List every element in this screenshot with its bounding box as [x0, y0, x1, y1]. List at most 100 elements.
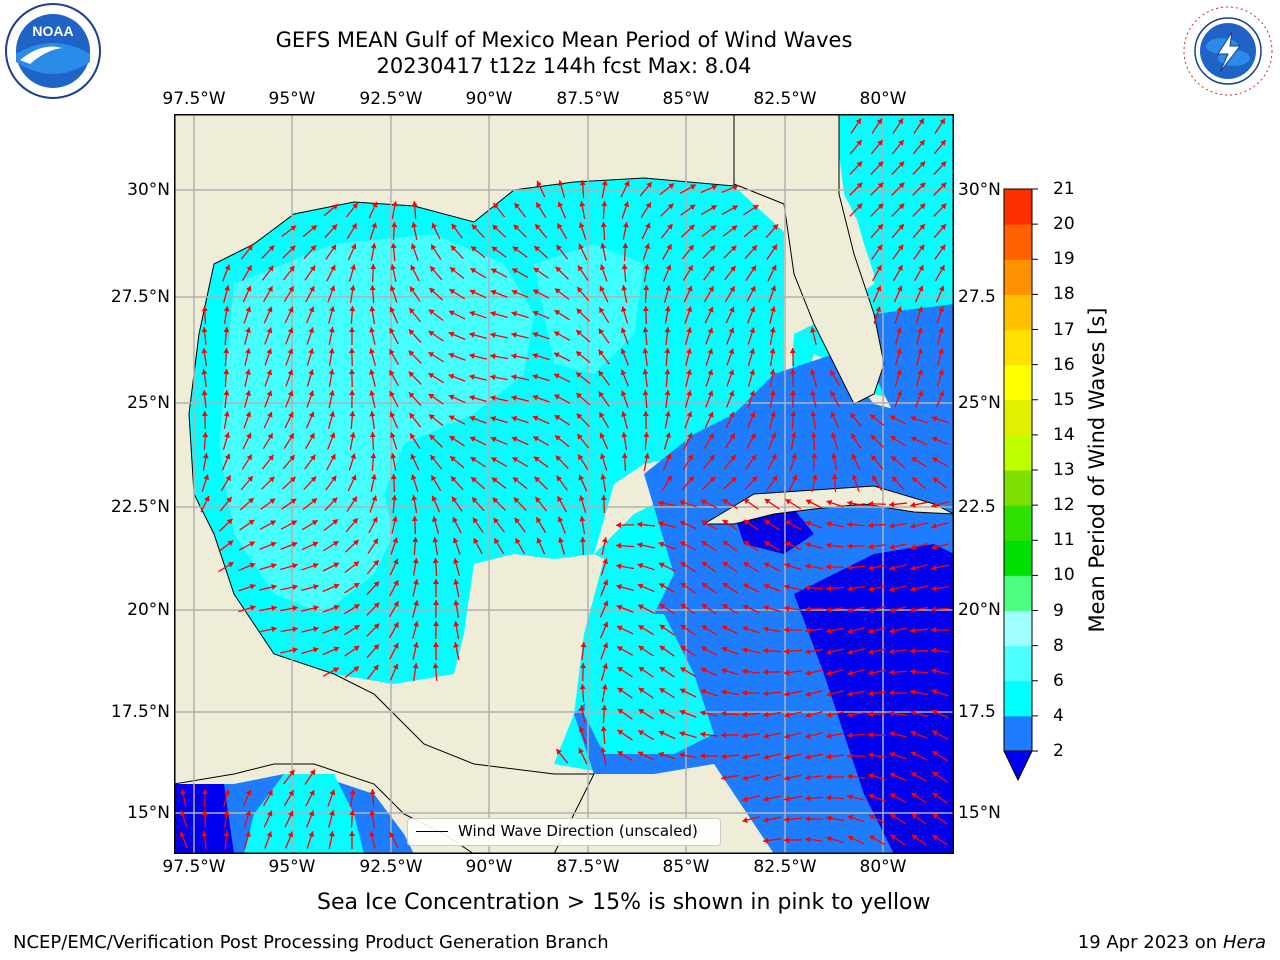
wave-arrow-head: [328, 831, 335, 837]
wave-arrow-head: [373, 602, 380, 609]
wave-arrow-head: [226, 496, 232, 503]
wave-arrow-head: [910, 606, 916, 613]
wave-arrow-head: [579, 180, 586, 186]
wave-arrow-head: [287, 369, 294, 376]
wave-arrow-head: [576, 413, 583, 420]
wave-arrow-head: [370, 243, 377, 249]
wave-arrow-head: [533, 436, 539, 442]
wave-arrow-head: [638, 604, 644, 610]
wave-arrow-head: [513, 497, 520, 504]
wave-arrow-head: [580, 663, 587, 669]
wave-arrow-head: [201, 411, 208, 417]
wave-arrow-head: [856, 161, 863, 168]
wave-arrow-head: [659, 583, 666, 589]
wave-arrow-head: [805, 774, 811, 781]
wave-arrow-head: [602, 600, 609, 607]
wave-arrow-head: [742, 647, 748, 654]
wave-arrow-head: [910, 730, 917, 737]
wave-arrow-head: [826, 563, 832, 570]
wave-arrow-head: [620, 306, 627, 313]
wave-arrow-head: [785, 520, 791, 526]
wave-arrow-head: [410, 453, 416, 460]
wave-arrow-head: [492, 497, 499, 504]
wave-arrow-head: [491, 246, 498, 253]
wave-arrow-head: [576, 308, 583, 315]
wave-arrow-head: [889, 415, 896, 421]
wave-arrow-head: [910, 668, 916, 675]
wave-arrow-head: [642, 369, 649, 375]
wave-arrow-head: [810, 411, 817, 417]
wave-arrow-head: [896, 348, 902, 354]
wave-arrow-head: [621, 432, 628, 438]
wave-arrow-head: [410, 286, 416, 293]
wave-arrow-head: [600, 222, 607, 228]
wave-arrow-head: [372, 516, 378, 523]
wave-arrow-head: [732, 184, 739, 191]
wave-arrow-head: [245, 831, 251, 837]
wave-arrow-head: [309, 769, 316, 776]
wave-arrow-head: [391, 495, 398, 501]
wave-arrow-head: [372, 201, 378, 208]
wave-arrow-head: [536, 517, 542, 524]
wave-arrow-head: [932, 813, 939, 820]
wave-arrow-head: [271, 605, 277, 612]
wave-arrow-head: [721, 753, 727, 760]
wave-arrow-head: [752, 225, 758, 231]
wave-arrow-head: [369, 369, 375, 375]
wave-arrow-head: [311, 225, 317, 231]
wave-arrow-head: [490, 311, 496, 317]
wave-arrow-head: [349, 411, 356, 417]
colorbar-label: 19: [1053, 249, 1075, 270]
wave-arrow-head: [223, 810, 230, 816]
gulf-water-light: [219, 234, 534, 614]
wave-arrow-head: [664, 348, 671, 354]
wave-arrow-head: [847, 628, 853, 634]
lon-tick-top: 85°W: [662, 89, 710, 109]
wave-arrow-head: [430, 266, 436, 272]
wave-arrow-head: [453, 642, 460, 648]
wave-arrow-head: [532, 331, 539, 338]
wave-arrow-head: [710, 225, 717, 231]
wave-arrow-head: [203, 474, 210, 481]
wave-arrow-head: [730, 476, 737, 483]
wave-arrow-head: [599, 285, 605, 292]
wave-arrow-head: [805, 520, 812, 527]
wave-arrow-head: [448, 373, 455, 380]
wave-arrow-head: [889, 586, 895, 592]
wave-arrow-head: [667, 203, 674, 210]
wave-arrow-head: [532, 310, 539, 317]
caribbean-cyan-patch: [584, 614, 714, 754]
wave-arrow-head: [373, 644, 380, 651]
wave-arrow-head: [742, 753, 748, 760]
wave-arrow-head: [223, 411, 230, 417]
gulf-map: [174, 114, 954, 854]
wave-arrow-head: [701, 541, 708, 547]
map-legend: Wind Wave Direction (unscaled): [407, 818, 721, 846]
wave-arrow-head: [898, 224, 904, 230]
lon-tick-bottom: 82.5°W: [753, 857, 817, 877]
wave-arrow-head: [791, 474, 798, 481]
wave-arrow-head: [289, 455, 295, 461]
wave-arrow-head: [642, 411, 649, 417]
wave-arrow-head: [511, 353, 517, 360]
wave-arrow-head: [932, 771, 939, 778]
wave-arrow-head: [763, 816, 769, 823]
wave-arrow-head: [431, 495, 438, 502]
wave-arrow-head: [245, 306, 252, 313]
wave-arrow-head: [578, 454, 584, 461]
wave-arrow-head: [617, 708, 624, 715]
wave-arrow-head: [369, 432, 376, 438]
wave-arrow-head: [877, 224, 883, 230]
wave-arrow-head: [742, 796, 748, 802]
wave-arrow-head: [249, 562, 256, 569]
wave-arrow-head: [667, 223, 673, 230]
wave-arrow-head: [578, 243, 584, 250]
lon-tick-bottom: 95°W: [268, 857, 316, 877]
colorbar-label: 14: [1053, 424, 1075, 445]
wave-arrow-head: [330, 475, 337, 482]
wave-arrow-head: [680, 603, 687, 610]
wave-arrow-head: [826, 691, 832, 697]
wave-arrow-head: [658, 730, 665, 737]
wave-arrow-head: [826, 794, 832, 801]
wave-arrow-head: [449, 436, 456, 442]
